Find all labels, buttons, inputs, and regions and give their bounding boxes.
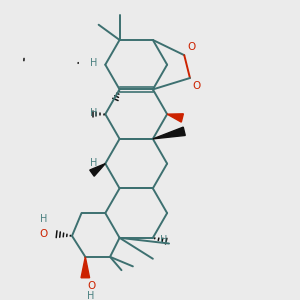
Text: H: H [160,235,168,245]
Polygon shape [81,257,90,278]
Text: O: O [39,229,47,239]
Text: H: H [90,108,98,118]
Text: H: H [87,291,94,300]
Text: H: H [40,214,47,224]
Text: H: H [90,158,98,168]
Polygon shape [153,127,185,139]
Text: O: O [193,81,201,91]
Text: O: O [87,280,95,291]
Text: H: H [90,58,98,68]
Text: O: O [187,42,195,52]
Polygon shape [90,164,105,176]
Polygon shape [167,114,183,122]
